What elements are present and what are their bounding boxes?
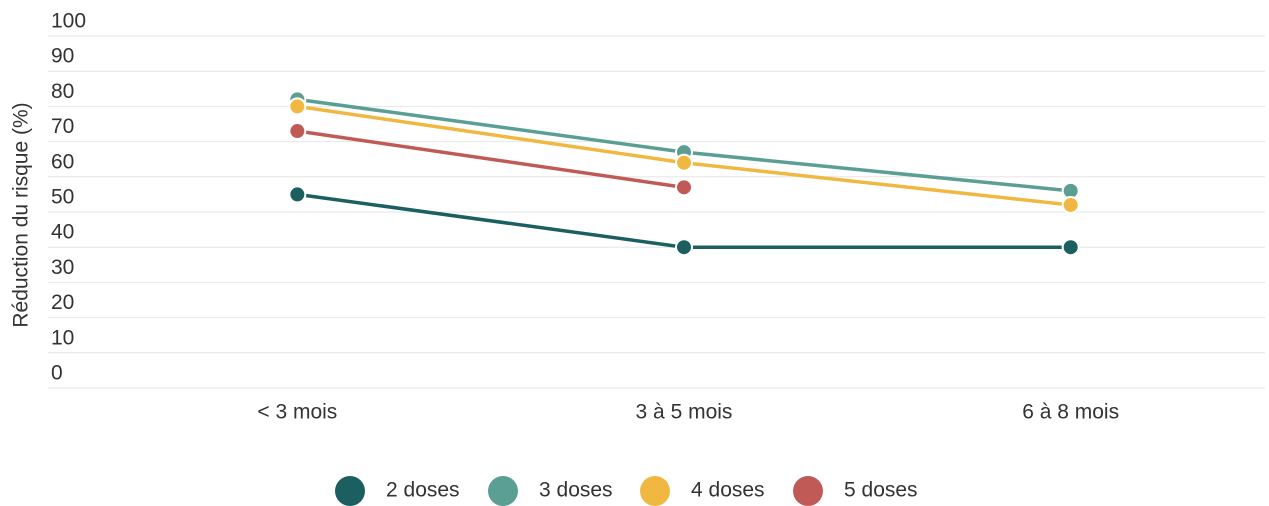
data-point — [1061, 195, 1080, 214]
legend-marker — [640, 476, 670, 506]
data-point — [675, 178, 693, 197]
x-tick-label: 6 à 8 mois — [1022, 401, 1119, 424]
y-tick-label: 30 — [51, 256, 74, 279]
legend-marker — [335, 476, 365, 506]
y-tick-label: 0 — [51, 362, 63, 385]
y-axis-title: Réduction du risque (%) — [10, 102, 33, 327]
y-tick-label: 90 — [51, 45, 74, 68]
data-point — [288, 122, 307, 141]
legend-label: 2 doses — [386, 479, 460, 502]
y-tick-label: 20 — [51, 291, 74, 314]
data-point — [675, 153, 693, 172]
y-tick-label: 50 — [51, 186, 74, 209]
legend-label: 4 doses — [691, 479, 765, 502]
legend-marker — [793, 476, 823, 506]
y-tick-label: 10 — [51, 326, 74, 349]
y-tick-label: 40 — [51, 221, 74, 244]
data-point — [1061, 238, 1080, 257]
data-point — [288, 97, 307, 116]
data-point — [675, 238, 693, 257]
legend-label: 3 doses — [539, 479, 613, 502]
legend-label: 5 doses — [844, 479, 918, 502]
y-tick-label: 70 — [51, 115, 74, 138]
y-tick-label: 100 — [51, 10, 86, 33]
y-tick-label: 60 — [51, 150, 74, 173]
x-tick-label: < 3 mois — [257, 401, 337, 424]
y-tick-label: 80 — [51, 80, 74, 103]
x-tick-label: 3 à 5 mois — [636, 401, 733, 424]
series-line — [297, 129, 685, 190]
data-point — [288, 185, 307, 204]
legend-marker — [488, 476, 518, 506]
